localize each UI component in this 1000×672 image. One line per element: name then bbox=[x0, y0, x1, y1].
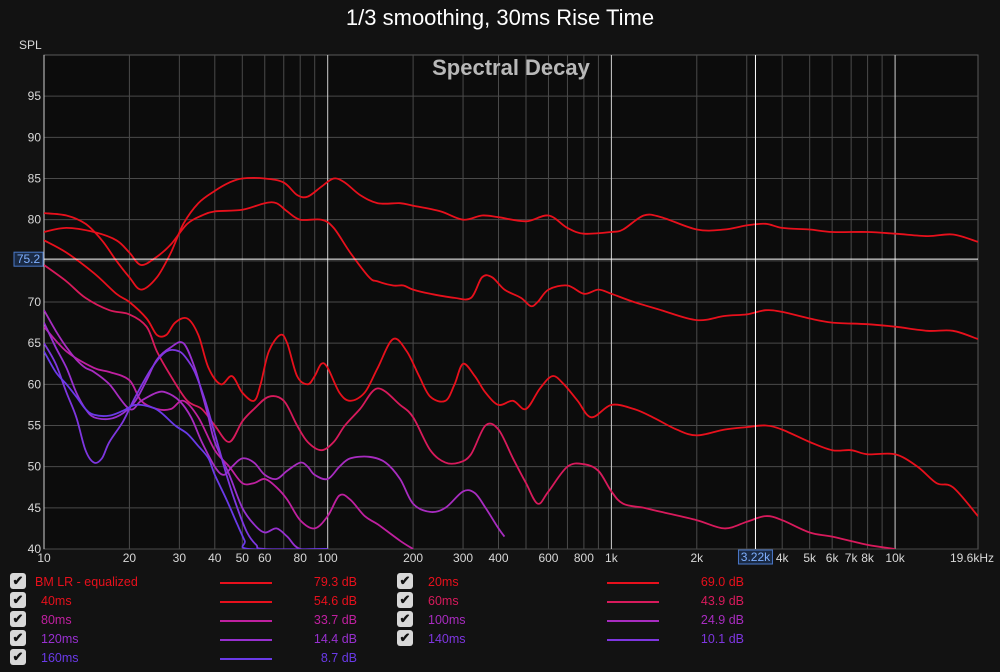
legend-item[interactable]: ✔ 100ms 24.9 dB bbox=[397, 610, 757, 629]
x-tick-label: 2k bbox=[690, 551, 704, 565]
legend-swatch bbox=[607, 639, 659, 641]
legend-checkbox[interactable]: ✔ bbox=[10, 649, 26, 665]
legend-value: 8.7 dB bbox=[320, 651, 357, 665]
legend-label: 160ms bbox=[41, 651, 79, 665]
legend-value: 10.1 dB bbox=[700, 632, 744, 646]
legend-checkbox[interactable]: ✔ bbox=[10, 592, 26, 608]
legend-label: BM LR - equalized bbox=[35, 575, 138, 589]
series-line-8 bbox=[44, 350, 328, 549]
x-tick-label: 5k bbox=[803, 551, 817, 565]
cursor-x-box bbox=[737, 549, 773, 565]
y-tick-label: 85 bbox=[28, 172, 42, 186]
y-tick-label: 50 bbox=[28, 460, 42, 474]
y-tick-label: 80 bbox=[28, 213, 42, 227]
series-line-2 bbox=[44, 239, 978, 517]
legend-item[interactable]: ✔ BM LR - equalized 79.3 dB bbox=[10, 572, 370, 591]
legend-swatch bbox=[220, 582, 272, 584]
legend-value: 54.6 dB bbox=[313, 594, 357, 608]
x-tick-label: 1k bbox=[605, 551, 619, 565]
chart-overlay-title: Spectral Decay bbox=[432, 55, 591, 80]
cursor[interactable]: 75.2 3.22k bbox=[13, 55, 978, 565]
x-tick-label: 19.6kHz bbox=[950, 551, 994, 565]
x-tick-label: 8k bbox=[861, 551, 875, 565]
y-tick-label: 40 bbox=[28, 542, 42, 556]
cursor-y-box bbox=[13, 251, 44, 267]
x-tick-label: 60 bbox=[258, 551, 272, 565]
legend: ✔ BM LR - equalized 79.3 dB ✔ 20ms 69.0 dB ✔ 40… bbox=[0, 570, 1000, 670]
legend-swatch bbox=[220, 639, 272, 641]
grid-lines bbox=[43, 55, 978, 550]
x-tick-label: 800 bbox=[574, 551, 594, 565]
legend-value: 33.7 dB bbox=[313, 613, 357, 627]
legend-label: 40ms bbox=[41, 594, 72, 608]
chart-title: 1/3 smoothing, 30ms Rise Time bbox=[345, 5, 655, 30]
legend-label: 120ms bbox=[41, 632, 79, 646]
legend-swatch bbox=[607, 620, 659, 622]
legend-label: 140ms bbox=[428, 632, 466, 646]
legend-item[interactable]: ✔ 20ms 69.0 dB bbox=[397, 572, 757, 591]
y-tick-label: 95 bbox=[28, 89, 42, 103]
legend-label: 60ms bbox=[428, 594, 459, 608]
legend-swatch bbox=[220, 620, 272, 622]
legend-checkbox[interactable]: ✔ bbox=[397, 630, 413, 646]
spectral-decay-chart[interactable]: 4045505560657075808590951020304050608010… bbox=[0, 0, 1000, 570]
y-tick-label: 60 bbox=[28, 377, 42, 391]
legend-value: 69.0 dB bbox=[700, 575, 744, 589]
legend-item[interactable]: ✔ 140ms 10.1 dB bbox=[397, 629, 757, 648]
cursor-x-label: 3.22k bbox=[741, 550, 771, 564]
legend-checkbox[interactable]: ✔ bbox=[397, 611, 413, 627]
series-line-5 bbox=[44, 309, 506, 538]
x-tick-label: 20 bbox=[123, 551, 137, 565]
legend-label: 80ms bbox=[41, 613, 72, 627]
x-tick-label: 7k bbox=[845, 551, 859, 565]
legend-label: 100ms bbox=[428, 613, 466, 627]
x-tick-label: 10 bbox=[37, 551, 51, 565]
legend-value: 43.9 dB bbox=[700, 594, 744, 608]
x-tick-label: 4k bbox=[776, 551, 790, 565]
legend-item[interactable]: ✔ 120ms 14.4 dB bbox=[10, 629, 370, 648]
series-line-3 bbox=[44, 264, 896, 549]
cursor-y-label: 75.2 bbox=[17, 252, 41, 266]
legend-item[interactable]: ✔ 80ms 33.7 dB bbox=[10, 610, 370, 629]
legend-checkbox[interactable]: ✔ bbox=[397, 573, 413, 589]
legend-swatch bbox=[607, 601, 659, 603]
y-tick-label: 90 bbox=[28, 130, 42, 144]
y-tick-label: 70 bbox=[28, 295, 42, 309]
x-tick-label: 200 bbox=[403, 551, 423, 565]
x-tick-label: 400 bbox=[488, 551, 508, 565]
y-axis-label: SPL bbox=[19, 38, 42, 52]
x-tick-label: 10k bbox=[885, 551, 905, 565]
legend-swatch bbox=[607, 582, 659, 584]
legend-item[interactable]: ✔ 60ms 43.9 dB bbox=[397, 591, 757, 610]
series-line-4 bbox=[44, 326, 414, 549]
series-lines bbox=[44, 177, 978, 549]
x-tick-label: 300 bbox=[453, 551, 473, 565]
legend-label: 20ms bbox=[428, 575, 459, 589]
legend-value: 79.3 dB bbox=[313, 575, 357, 589]
legend-item[interactable]: ✔ 160ms 8.7 dB bbox=[10, 648, 370, 667]
legend-item[interactable]: ✔ 40ms 54.6 dB bbox=[10, 591, 370, 610]
series-line-0 bbox=[44, 201, 978, 340]
legend-swatch bbox=[220, 601, 272, 603]
x-tick-label: 6k bbox=[826, 551, 840, 565]
legend-value: 24.9 dB bbox=[700, 613, 744, 627]
legend-checkbox[interactable]: ✔ bbox=[10, 630, 26, 646]
x-tick-label: 100 bbox=[318, 551, 338, 565]
series-line-1 bbox=[44, 177, 978, 291]
legend-checkbox[interactable]: ✔ bbox=[397, 592, 413, 608]
x-tick-label: 30 bbox=[173, 551, 187, 565]
legend-checkbox[interactable]: ✔ bbox=[10, 611, 26, 627]
x-tick-label: 80 bbox=[294, 551, 308, 565]
x-tick-label: 50 bbox=[236, 551, 250, 565]
y-tick-label: 45 bbox=[28, 501, 42, 515]
legend-swatch bbox=[220, 658, 272, 660]
series-line-7 bbox=[44, 342, 328, 549]
legend-checkbox[interactable]: ✔ bbox=[10, 573, 26, 589]
y-tick-label: 65 bbox=[28, 336, 42, 350]
y-tick-label: 55 bbox=[28, 419, 42, 433]
x-tick-label: 40 bbox=[208, 551, 222, 565]
x-tick-label: 600 bbox=[538, 551, 558, 565]
legend-value: 14.4 dB bbox=[313, 632, 357, 646]
